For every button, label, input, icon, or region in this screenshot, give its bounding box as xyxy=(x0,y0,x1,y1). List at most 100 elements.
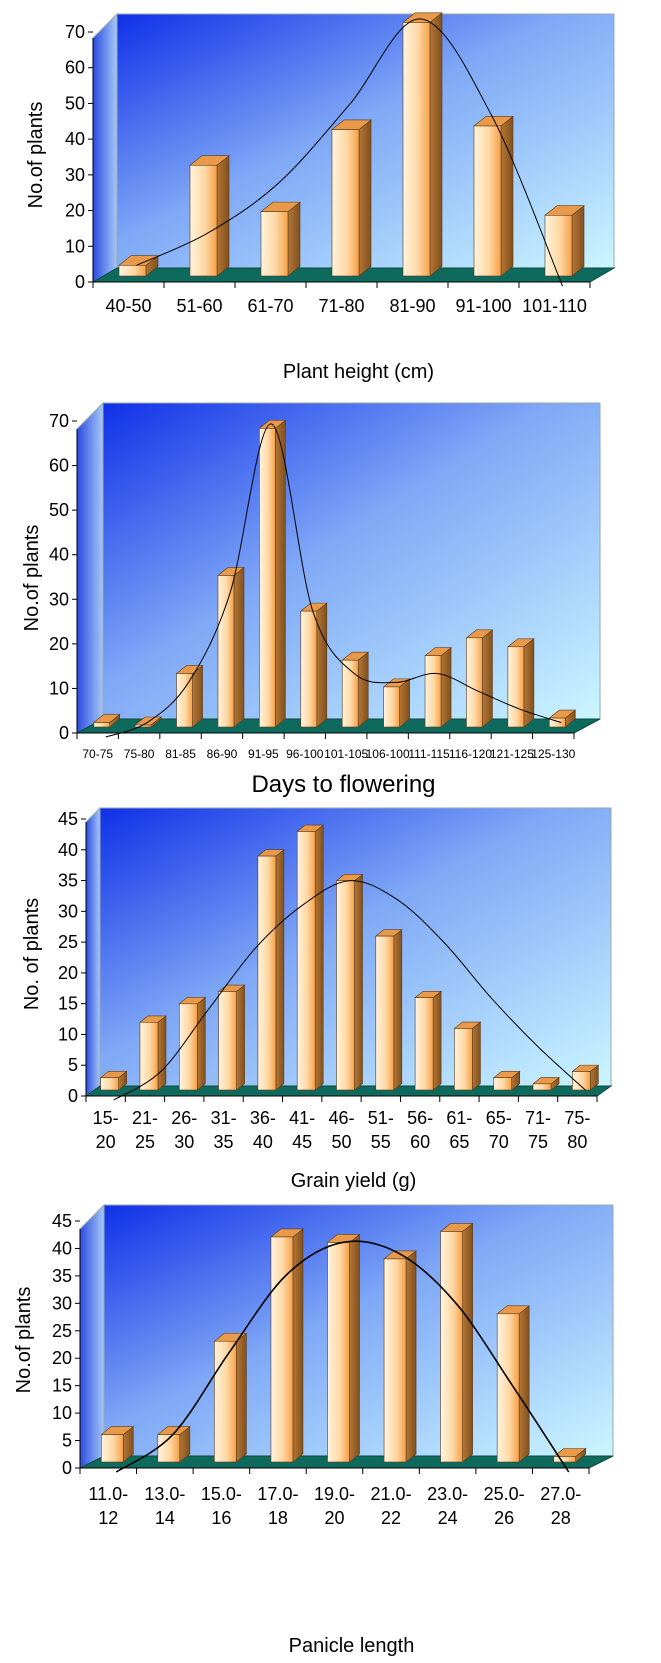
bar-front xyxy=(139,1021,159,1091)
bar xyxy=(175,664,204,728)
bar-front xyxy=(375,935,395,1091)
x-tick-label: 36-40 xyxy=(250,1108,276,1152)
bar xyxy=(100,1425,135,1463)
trend-curve xyxy=(115,1240,570,1473)
x-tick-label: 21-25 xyxy=(132,1108,158,1152)
x-tick-label: 121-125 xyxy=(490,747,534,761)
bar-side xyxy=(518,1305,530,1463)
x-tick-label: 75-80 xyxy=(564,1108,590,1152)
x-tick-label: 17.0-18 xyxy=(257,1484,298,1528)
y-tick-label: 40 xyxy=(65,129,85,149)
bar xyxy=(424,647,452,728)
bar xyxy=(299,602,328,728)
y-tick-label: 40 xyxy=(52,1238,72,1258)
x-tick-label: 51-55 xyxy=(368,1108,394,1152)
bar-front xyxy=(118,264,147,277)
bar xyxy=(189,155,230,277)
bar-front xyxy=(532,1083,552,1091)
y-axis-title: No.of plants xyxy=(21,525,43,632)
y-tick-label: 25 xyxy=(52,1321,72,1341)
bar xyxy=(92,713,121,728)
bar-front xyxy=(270,1236,294,1463)
bar-side xyxy=(405,1250,417,1463)
chart-side-wall xyxy=(79,1203,105,1469)
bar-front xyxy=(218,991,237,1091)
bar-side xyxy=(349,1233,360,1463)
x-tick-label: 65-70 xyxy=(486,1108,512,1152)
bar xyxy=(213,1332,248,1463)
x-tick-label: 125-130 xyxy=(531,747,575,761)
x-tick-label: 19.0-20 xyxy=(314,1484,355,1528)
bar-front xyxy=(257,855,277,1091)
bar-side xyxy=(287,201,301,277)
x-tick-label: 106-100 xyxy=(366,747,410,761)
chart-side-wall xyxy=(76,401,104,734)
bar xyxy=(217,566,245,728)
bar xyxy=(139,1015,167,1091)
y-tick-label: 20 xyxy=(65,201,85,221)
x-axis-title: Grain yield (g) xyxy=(291,1170,417,1192)
y-tick-label: 40 xyxy=(49,545,69,565)
bar-front xyxy=(341,659,359,728)
bar-side xyxy=(399,678,410,728)
bar-front xyxy=(572,1071,591,1091)
y-tick-label: 70 xyxy=(49,411,69,431)
y-tick-label: 60 xyxy=(65,58,85,78)
bar-front xyxy=(331,129,360,277)
bar xyxy=(439,1222,474,1463)
x-tick-label: 13.0-14 xyxy=(144,1484,185,1528)
y-tick-label: 60 xyxy=(49,456,69,476)
bar-front xyxy=(100,1434,124,1463)
x-tick-label: 81-85 xyxy=(165,747,196,761)
x-tick-label: 27.0-28 xyxy=(540,1484,581,1528)
bar xyxy=(258,419,287,728)
y-tick-label: 30 xyxy=(58,901,78,921)
x-axis-title: Plant height (cm) xyxy=(283,361,434,383)
bar xyxy=(532,1076,560,1091)
bar-front xyxy=(100,1077,119,1091)
bar-front xyxy=(473,125,502,277)
x-tick-label: 96-100 xyxy=(286,747,324,761)
bar xyxy=(544,205,585,277)
x-tick-label: 11.0-12 xyxy=(88,1484,128,1528)
y-tick-label: 10 xyxy=(49,678,69,698)
y-tick-label: 5 xyxy=(62,1431,72,1451)
bar xyxy=(453,1021,482,1091)
bar-front xyxy=(414,997,434,1091)
y-tick-label: 0 xyxy=(59,723,69,743)
x-tick-label: 91-95 xyxy=(248,747,279,761)
trend-curve xyxy=(136,18,563,287)
bar xyxy=(465,629,494,728)
bar-side xyxy=(354,873,363,1091)
bar-side xyxy=(393,929,403,1091)
bar-side xyxy=(462,1222,473,1463)
y-tick-label: 20 xyxy=(52,1348,72,1368)
bar xyxy=(331,119,372,277)
x-tick-label: 61-70 xyxy=(247,296,293,316)
bar-front xyxy=(424,655,442,728)
x-axis-title: Days to flowering xyxy=(251,771,435,798)
y-axis-title: No. of plants xyxy=(21,898,43,1010)
y-tick-label: 5 xyxy=(68,1055,78,1075)
bar-side xyxy=(236,1332,247,1463)
x-tick-label: 40-50 xyxy=(105,296,151,316)
y-tick-label: 20 xyxy=(49,634,69,654)
x-tick-label: 46-50 xyxy=(328,1108,354,1152)
x-tick-label: 51-60 xyxy=(176,296,222,316)
bar-front xyxy=(548,717,566,728)
chart-1: 0 10 20 30 40 50 60 70 40-50 51-60 61-70 71-80 81-90… xyxy=(25,12,616,383)
bar-side xyxy=(429,12,443,277)
bar-side xyxy=(357,651,369,728)
bar xyxy=(374,929,403,1091)
bar-front xyxy=(189,164,218,277)
bar-front xyxy=(544,214,573,277)
bar-front xyxy=(259,428,276,728)
y-tick-label: 35 xyxy=(52,1266,72,1286)
x-tick-label: 70-75 xyxy=(82,747,113,761)
y-tick-label: 10 xyxy=(65,236,85,256)
bar-front xyxy=(402,22,431,277)
x-tick-label: 71-75 xyxy=(525,1108,551,1152)
bar-side xyxy=(157,1015,167,1091)
y-tick-label: 45 xyxy=(58,809,78,829)
